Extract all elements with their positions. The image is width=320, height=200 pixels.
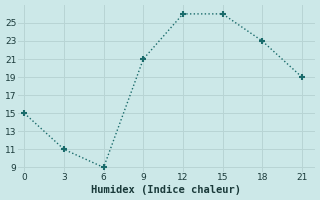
X-axis label: Humidex (Indice chaleur): Humidex (Indice chaleur): [92, 185, 242, 195]
